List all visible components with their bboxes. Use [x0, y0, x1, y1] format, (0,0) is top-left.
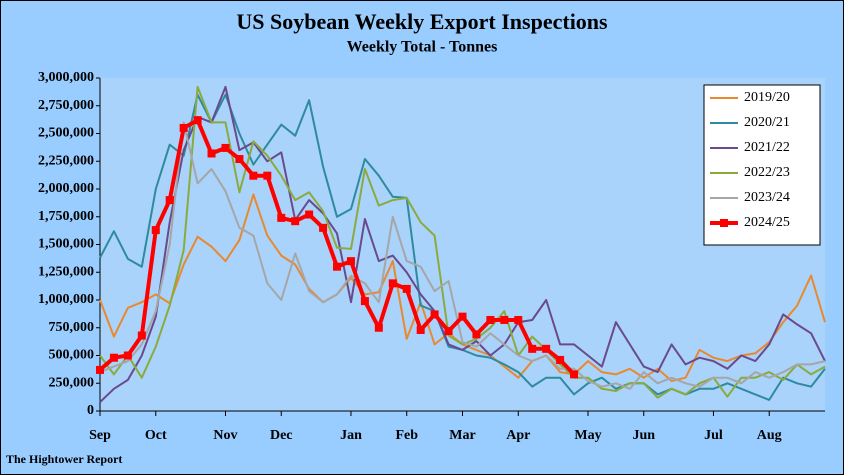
series-line [99, 85, 826, 403]
point-marker [458, 312, 467, 321]
series-line [99, 121, 826, 390]
x-tick-label: Mar [449, 428, 475, 443]
point-marker [165, 196, 174, 205]
series-line [99, 85, 826, 399]
y-tick-label: 1,750,000 [38, 209, 94, 224]
y-tick-label: 250,000 [49, 375, 95, 390]
point-marker [137, 331, 146, 340]
y-tick-label: 3,000,000 [38, 70, 94, 85]
point-marker [416, 325, 425, 334]
point-marker [305, 210, 314, 219]
x-tick-label: Jan [340, 428, 362, 443]
point-marker [249, 171, 258, 180]
point-marker [402, 284, 411, 293]
y-tick-label: 1,250,000 [38, 264, 94, 279]
point-marker [96, 365, 104, 374]
x-tick-label: May [574, 428, 601, 443]
point-marker [360, 297, 369, 306]
legend-box [703, 84, 821, 246]
point-marker [500, 315, 509, 324]
point-marker [207, 149, 216, 158]
point-marker [221, 143, 230, 152]
y-tick-label: 2,750,000 [38, 98, 94, 113]
x-tick-label: Feb [395, 428, 418, 443]
point-marker [374, 323, 383, 332]
y-tick-label: 1,000,000 [38, 292, 94, 307]
x-tick-label: Jul [704, 428, 723, 443]
point-marker [109, 353, 118, 362]
x-tick-label: Apr [506, 428, 530, 443]
point-marker [528, 344, 537, 353]
point-marker [556, 355, 565, 364]
point-marker [123, 351, 132, 360]
point-marker [514, 315, 523, 324]
legend-label: 2020/21 [744, 115, 790, 130]
legend-label: 2021/22 [744, 140, 790, 155]
point-marker [333, 262, 342, 271]
point-marker [319, 223, 328, 232]
x-tick-label: Jun [632, 428, 655, 443]
point-marker [388, 279, 397, 288]
x-tick-label: Nov [213, 428, 237, 443]
point-marker [444, 327, 453, 336]
legend-label: 2023/24 [744, 190, 790, 205]
point-marker [570, 370, 579, 379]
point-marker [346, 257, 355, 266]
point-marker [430, 310, 439, 319]
legend-label: 2019/20 [744, 90, 790, 105]
point-marker [235, 155, 244, 164]
point-marker [486, 315, 495, 324]
point-marker [472, 330, 481, 339]
x-tick-label: Dec [270, 428, 293, 443]
y-tick-label: 500,000 [49, 348, 95, 363]
point-marker [263, 171, 272, 180]
point-marker [151, 226, 160, 235]
y-tick-label: 2,500,000 [38, 126, 94, 141]
y-tick-label: 2,000,000 [38, 181, 94, 196]
footer: The Hightower Report [6, 452, 122, 466]
y-tick-label: 0 [87, 403, 94, 418]
x-tick-label: Oct [145, 428, 167, 443]
legend-label: 2022/23 [744, 165, 790, 180]
point-marker [193, 116, 202, 125]
legend-label: 2024/25 [744, 215, 790, 230]
point-marker [179, 123, 188, 132]
point-marker [291, 217, 300, 226]
point-marker [542, 344, 551, 353]
chart-subtitle: Weekly Total - Tonnes [347, 39, 498, 56]
chart-title: US Soybean Weekly Export Inspections [236, 9, 608, 34]
y-tick-label: 1,500,000 [38, 237, 94, 252]
x-tick-label: Aug [757, 428, 782, 443]
legend-marker [720, 219, 728, 227]
y-tick-label: 2,250,000 [38, 153, 94, 168]
point-marker [277, 213, 286, 222]
x-tick-label: Sep [89, 428, 111, 443]
y-tick-label: 750,000 [49, 320, 95, 335]
